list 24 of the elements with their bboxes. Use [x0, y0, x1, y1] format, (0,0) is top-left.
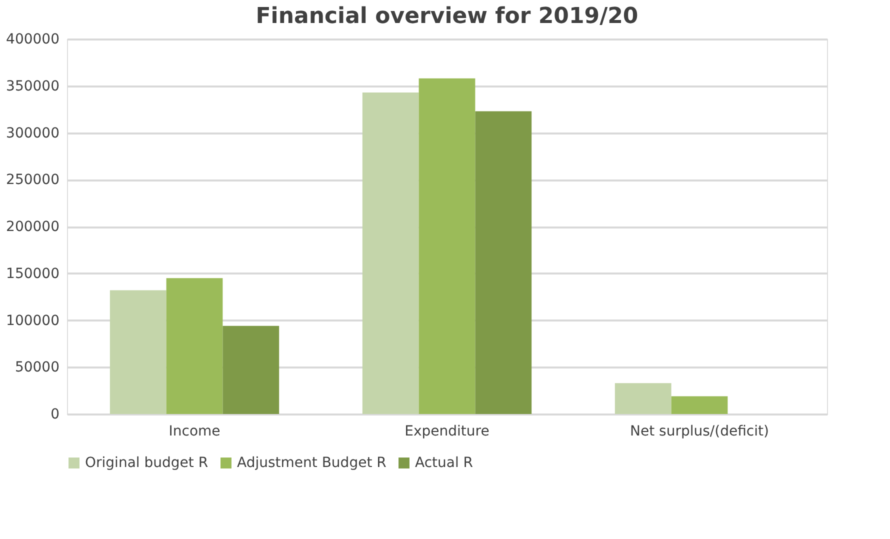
x-tick-label: Income [168, 424, 220, 440]
x-tick-label: Net surplus/(deficit) [630, 424, 769, 440]
legend-label: Actual R [415, 455, 474, 471]
bar [475, 111, 532, 414]
bar [362, 92, 419, 414]
y-tick-label: 0 [50, 406, 60, 422]
legend-label: Adjustment Budget R [237, 455, 387, 471]
y-tick-label: 150000 [6, 266, 60, 282]
bar [671, 396, 728, 414]
y-tick-label: 200000 [6, 219, 60, 235]
y-tick-label: 350000 [6, 78, 60, 94]
y-tick-label: 250000 [6, 172, 60, 188]
y-tick-label: 300000 [6, 125, 60, 142]
legend-label: Original budget R [85, 455, 208, 471]
bar [166, 278, 223, 414]
y-tick-label: 100000 [6, 312, 60, 329]
bar [222, 326, 280, 414]
bar [614, 383, 672, 414]
y-tick-label: 400000 [6, 32, 60, 48]
bar [110, 290, 166, 414]
chart-title: Financial overview for 2019/20 [256, 4, 638, 29]
y-tick-label: 50000 [14, 360, 60, 376]
bar [418, 78, 476, 414]
x-tick-label: Expenditure [404, 424, 490, 440]
